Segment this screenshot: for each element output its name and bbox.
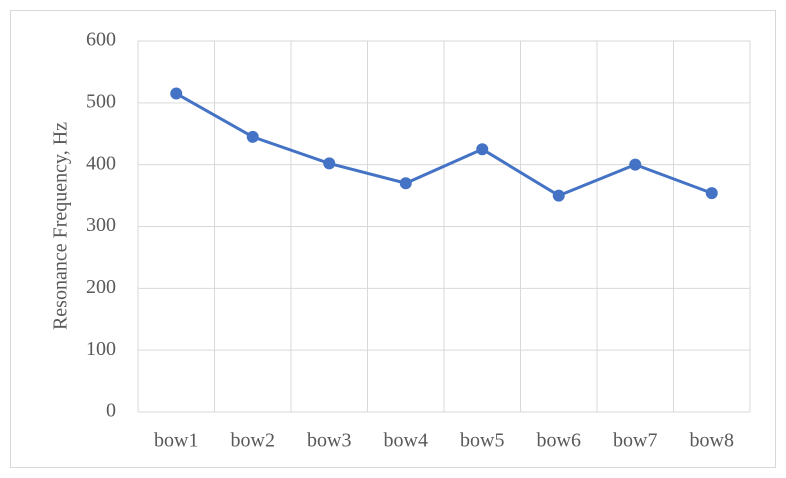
x-tick-label: bow7: [613, 430, 657, 452]
marker: [552, 189, 565, 202]
y-tick-label: 0: [106, 400, 116, 422]
x-tick-label: bow4: [384, 430, 428, 452]
marker: [246, 130, 259, 143]
x-tick-label: bow5: [460, 430, 504, 452]
y-tick-label: 200: [86, 276, 116, 298]
y-tick-label: 100: [86, 338, 116, 360]
x-tick-label: bow2: [231, 430, 275, 452]
marker: [399, 177, 412, 190]
x-tick-label: bow8: [690, 430, 734, 452]
y-tick-label: 600: [86, 29, 116, 51]
marker: [323, 157, 336, 170]
marker: [705, 187, 718, 200]
marker: [476, 143, 489, 156]
x-tick-label: bow3: [307, 430, 351, 452]
y-axis-label: Resonance Frequency, Hz: [50, 122, 72, 330]
y-tick-label: 300: [86, 214, 116, 236]
line: [175, 92, 713, 198]
chart-border: [10, 10, 776, 468]
x-tick-label: bow1: [154, 430, 198, 452]
marker: [629, 158, 642, 171]
marker: [170, 87, 183, 100]
x-tick-label: bow6: [537, 430, 581, 452]
y-tick-label: 400: [86, 152, 116, 174]
y-tick-label: 500: [86, 90, 116, 112]
